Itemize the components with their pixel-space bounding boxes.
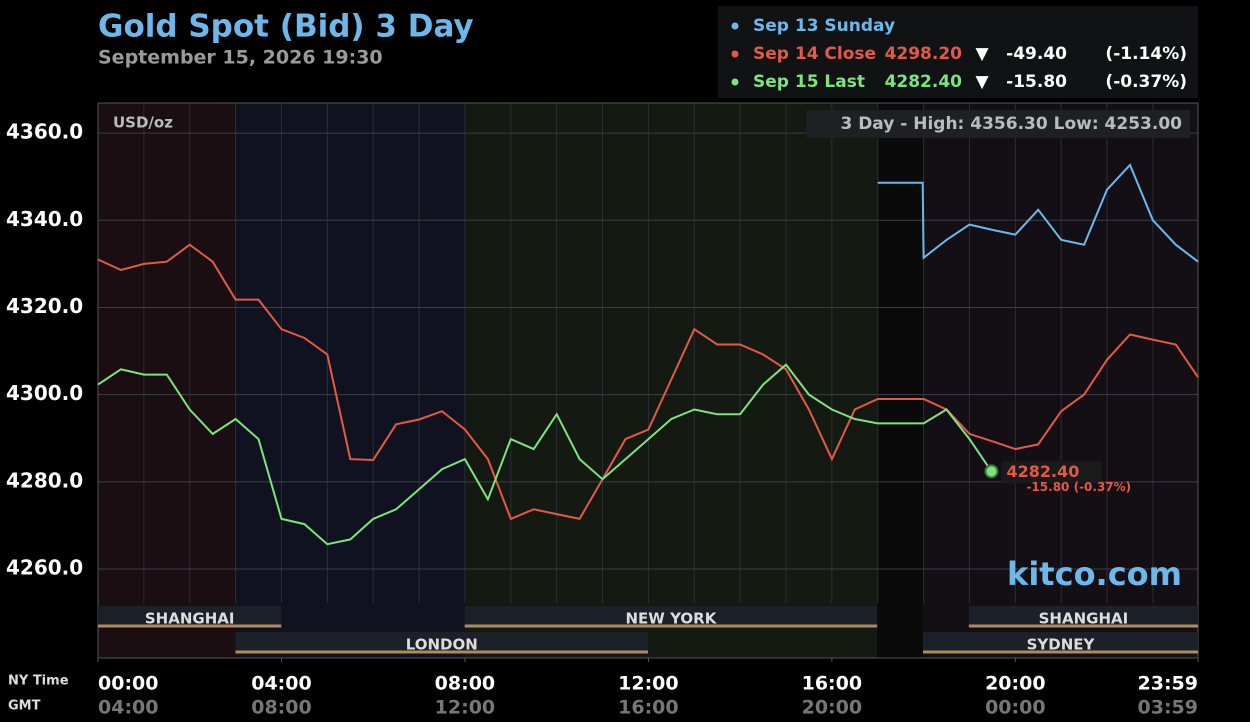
x-tick-label: 12:00 bbox=[618, 673, 678, 695]
gmt-label: 08:00 bbox=[251, 697, 311, 719]
session-label: SHANGHAI bbox=[1039, 610, 1129, 628]
gmt-label: 03:59 bbox=[1138, 697, 1198, 719]
legend-dot bbox=[731, 78, 739, 86]
legend-stat: -49.40 bbox=[1006, 44, 1067, 64]
x-axis-label: NY Time bbox=[8, 674, 69, 689]
end-label: 4282.40 bbox=[1006, 462, 1079, 481]
end-marker bbox=[984, 464, 999, 479]
y-tick-label: 4300.0 bbox=[6, 381, 83, 405]
range-note: 3 Day - High: 4356.30 Low: 4253.00 bbox=[840, 114, 1182, 134]
series-line bbox=[97, 243, 1199, 521]
zone bbox=[235, 103, 465, 658]
session-label: NEW YORK bbox=[626, 610, 718, 628]
end-label-bg bbox=[1001, 461, 1102, 484]
end-change: -15.80 (-0.37%) bbox=[1026, 480, 1131, 494]
gmt-label: 20:00 bbox=[802, 697, 862, 719]
legend-stat: 4298.20 bbox=[885, 44, 963, 64]
gmt-label: 04:00 bbox=[98, 697, 158, 719]
unit-label: USD/oz bbox=[113, 114, 173, 132]
session-label: LONDON bbox=[406, 636, 478, 654]
x-tick-label: 23:59 bbox=[1138, 673, 1198, 695]
session-label: SHANGHAI bbox=[145, 610, 235, 628]
zone bbox=[877, 103, 923, 658]
x-tick-label: 08:00 bbox=[435, 673, 495, 695]
series-line bbox=[97, 363, 993, 546]
legend-label: Sep 14 Close bbox=[753, 44, 876, 64]
gmt-label: 12:00 bbox=[435, 697, 495, 719]
brand: kitco.com bbox=[1007, 555, 1182, 593]
session-label: SYDNEY bbox=[1027, 636, 1096, 654]
legend-stat: ▼ bbox=[975, 44, 989, 64]
x-tick-label: 00:00 bbox=[98, 673, 158, 695]
zone bbox=[98, 103, 236, 658]
range-note-bg bbox=[806, 110, 1190, 138]
y-tick-label: 4360.0 bbox=[6, 120, 83, 144]
series-line bbox=[877, 163, 1199, 263]
legend-dot bbox=[731, 22, 739, 30]
legend-stat: (-0.37%) bbox=[1105, 72, 1187, 92]
legend-label: Sep 15 Last bbox=[753, 72, 865, 92]
legend-box bbox=[718, 6, 1198, 98]
gmt-label: 16:00 bbox=[618, 697, 678, 719]
zone bbox=[923, 103, 1198, 658]
legend-stat: (-1.14%) bbox=[1105, 44, 1187, 64]
gmt-label: 00:00 bbox=[985, 697, 1045, 719]
y-tick-label: 4320.0 bbox=[6, 294, 83, 318]
x-tick-label: 04:00 bbox=[251, 673, 311, 695]
session-band bbox=[968, 606, 1198, 626]
legend-stat: -15.80 bbox=[1006, 72, 1067, 92]
x-tick-label: 20:00 bbox=[985, 673, 1045, 695]
x-axis-label: GMT bbox=[8, 699, 41, 714]
session-band bbox=[464, 606, 878, 626]
legend-dot bbox=[731, 50, 739, 58]
chart-title: Gold Spot (Bid) 3 Day bbox=[98, 9, 474, 45]
y-tick-label: 4340.0 bbox=[6, 207, 83, 231]
session-band bbox=[98, 606, 282, 626]
session-band bbox=[923, 632, 1198, 652]
y-tick-label: 4280.0 bbox=[6, 468, 83, 492]
x-tick-label: 16:00 bbox=[802, 673, 862, 695]
legend-stat: ▼ bbox=[975, 72, 989, 92]
y-tick-label: 4260.0 bbox=[6, 555, 83, 579]
session-band bbox=[235, 632, 648, 652]
subtitle: September 15, 2026 19:30 bbox=[98, 47, 383, 69]
legend-stat: 4282.40 bbox=[885, 72, 963, 92]
legend-label: Sep 13 Sunday bbox=[753, 16, 895, 36]
